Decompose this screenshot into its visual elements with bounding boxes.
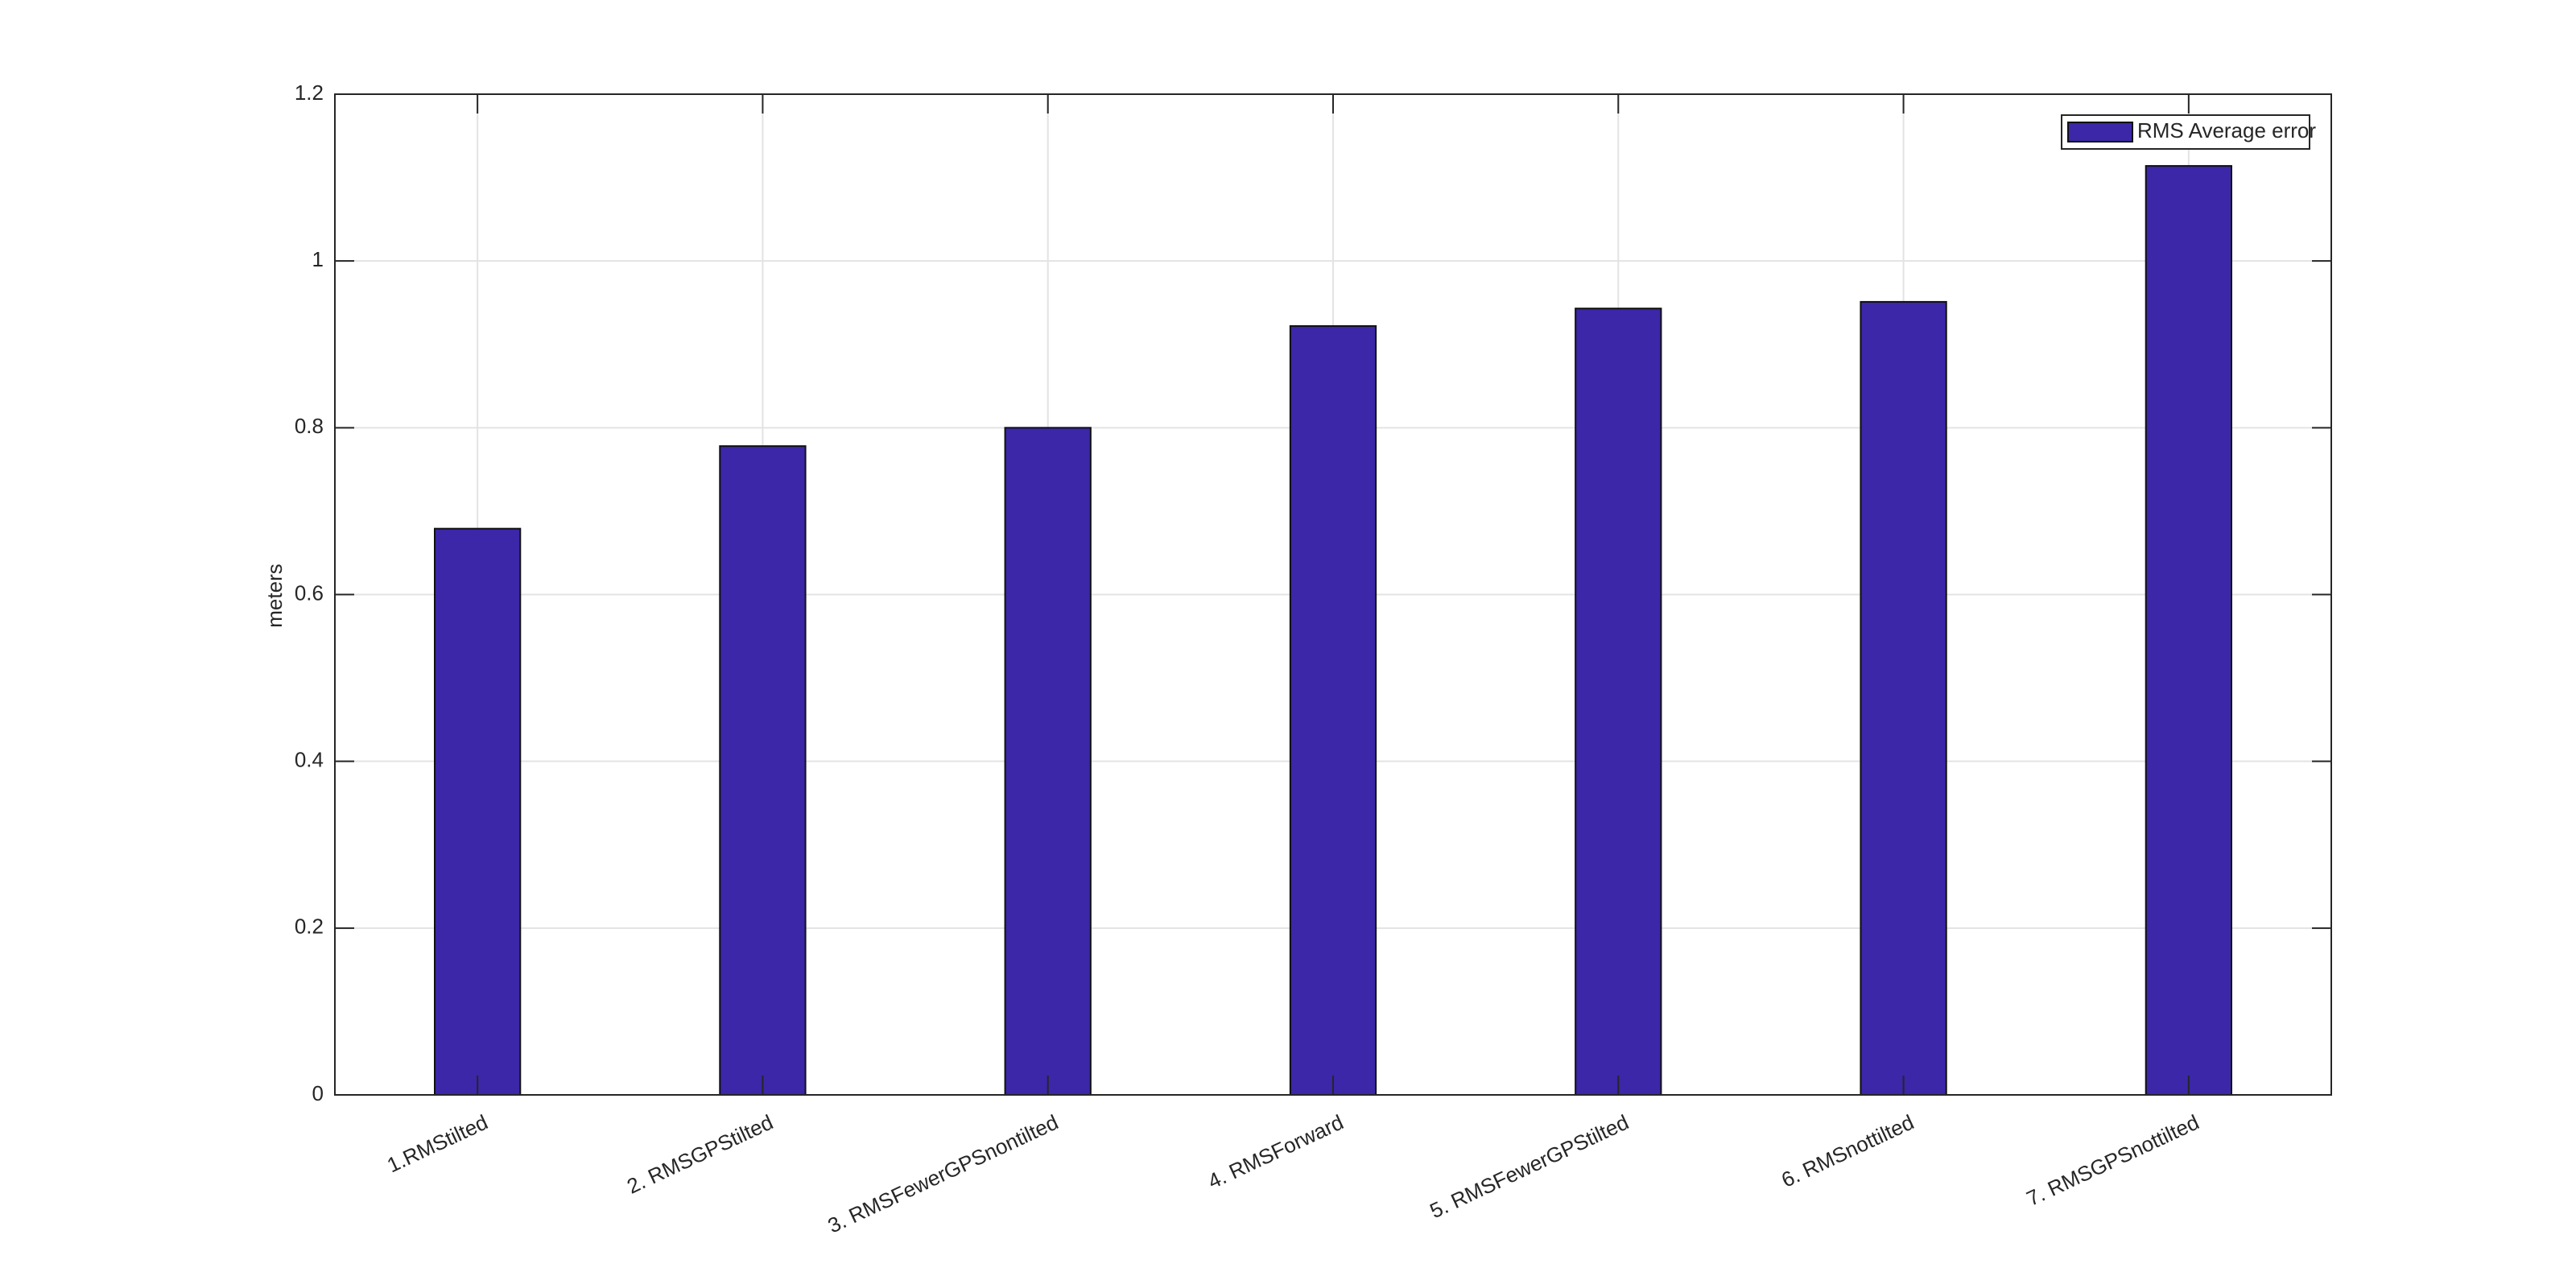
x-tick-label: 5. RMSFewerGPStilted	[1426, 1109, 1632, 1223]
y-tick-label: 0.6	[295, 580, 324, 605]
x-tick-label: 2. RMSGPStilted	[623, 1109, 777, 1198]
x-tick-label: 6. RMSnottilted	[1777, 1109, 1918, 1191]
legend-swatch	[2067, 122, 2133, 142]
legend-label: RMS Average error	[2137, 118, 2316, 142]
bar	[1575, 308, 1662, 1096]
bar	[1289, 324, 1377, 1096]
x-tick-label: 7. RMSGPSnottilted	[2023, 1109, 2203, 1211]
y-tick-label: 0.2	[295, 915, 324, 939]
x-tick-label: 4. RMSForward	[1204, 1109, 1348, 1193]
bar	[719, 445, 807, 1096]
bar	[2145, 165, 2233, 1096]
x-tick-label: 3. RMSFewerGPSnontilted	[824, 1109, 1063, 1237]
bar	[1004, 427, 1092, 1096]
y-tick-label: 1	[312, 247, 324, 271]
y-tick-label: 0	[312, 1081, 324, 1105]
x-tick-label: 1.RMStilted	[383, 1109, 491, 1177]
y-tick-label: 0.4	[295, 748, 324, 772]
y-axis-label: meters	[262, 564, 287, 627]
y-tick-label: 0.8	[295, 414, 324, 438]
y-tick-label: 1.2	[295, 81, 324, 105]
bar	[434, 527, 522, 1096]
bar	[1860, 300, 1947, 1096]
